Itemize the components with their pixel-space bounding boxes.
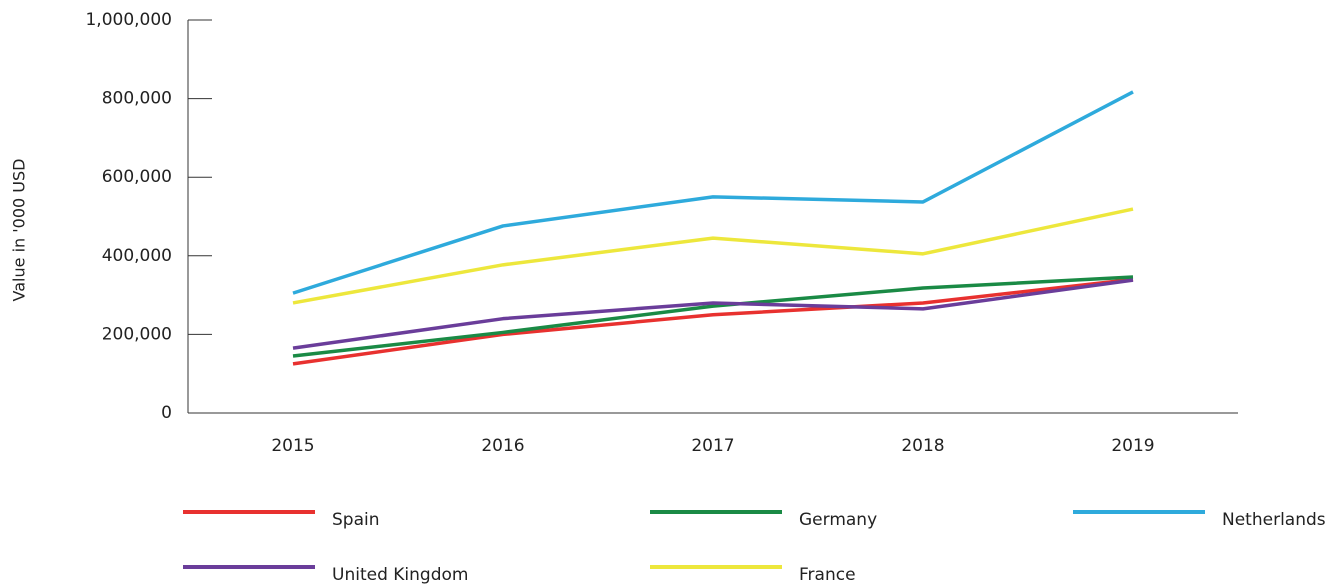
series-line (292, 278, 1134, 350)
x-tick-label: 2019 (1111, 436, 1154, 456)
y-tick-label: 600,000 (102, 167, 172, 187)
series-line (292, 90, 1134, 295)
y-tick-label: 0 (161, 403, 172, 423)
x-tick-label: 2016 (481, 436, 524, 456)
series-line (292, 275, 1134, 358)
x-tick-label: 2018 (901, 436, 944, 456)
y-tick-label: 800,000 (102, 89, 172, 109)
series-line (292, 207, 1134, 305)
y-tick-label: 200,000 (102, 324, 172, 344)
legend-label: France (799, 565, 856, 585)
series-line (292, 277, 1134, 366)
x-tick-label: 2015 (271, 436, 314, 456)
y-tick-label: 400,000 (102, 246, 172, 266)
y-axis-label: Value in '000 USD (10, 159, 29, 302)
x-tick-label: 2017 (691, 436, 734, 456)
legend-label: United Kingdom (332, 565, 468, 585)
legend-label: Netherlands (1222, 510, 1326, 530)
y-tick-label: 1,000,000 (85, 10, 172, 30)
legend-label: Germany (799, 510, 877, 530)
legend-label: Spain (332, 510, 380, 530)
